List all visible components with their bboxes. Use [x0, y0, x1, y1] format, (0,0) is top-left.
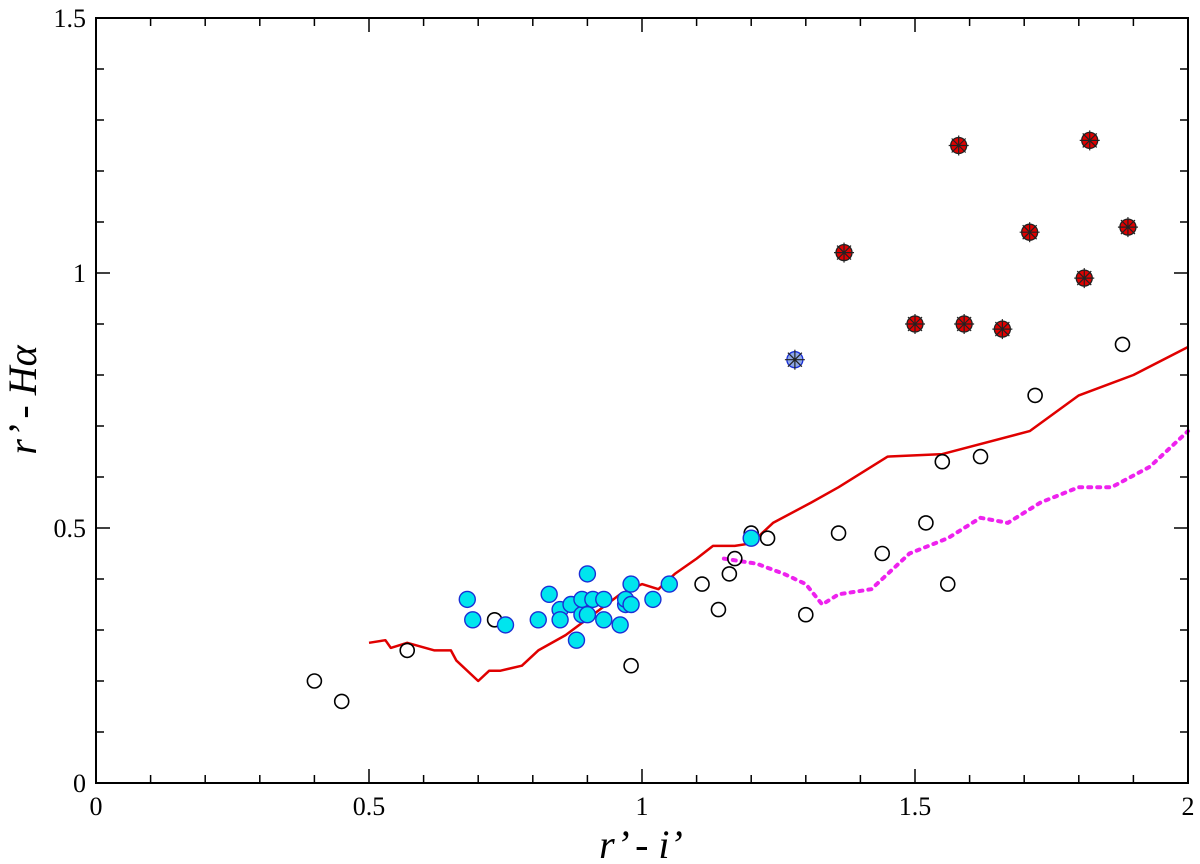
y-tick-label: 0.5	[54, 514, 87, 543]
cyan-circle-point	[458, 590, 476, 609]
cyan-circle-point	[540, 585, 558, 603]
blue-circle-star-group	[784, 349, 805, 370]
plot-area	[96, 18, 1188, 783]
solid-line-series	[368, 345, 1189, 683]
cyan-circle-point	[578, 565, 597, 583]
cyan-circle-point	[611, 616, 629, 634]
open-circle-point	[939, 576, 956, 592]
cyan-circle-point	[551, 611, 569, 629]
open-circle-point	[721, 566, 738, 582]
marker-cross-d2	[994, 321, 1010, 337]
red-star-point	[1019, 222, 1040, 243]
y-tick-label: 1.5	[54, 4, 87, 33]
open-circle-point	[918, 515, 934, 531]
marker-cross-d2	[1120, 219, 1136, 235]
x-tick-label: 2	[1182, 792, 1195, 821]
y-tick-label: 1	[73, 259, 86, 288]
cyan-circle-point	[578, 606, 597, 624]
blue-star-point	[784, 349, 805, 370]
cyan-circle-point	[660, 575, 678, 593]
x-axis-title: r’ - i’	[599, 822, 683, 864]
axes-layer: 0 0.5 1 1.5 2 0 0.5 1 1.5	[54, 4, 1195, 821]
marker-cross-d2	[1076, 270, 1092, 286]
marker-cross-d2	[1022, 224, 1038, 240]
open-circle-point	[830, 525, 847, 541]
series-layer	[306, 130, 1190, 710]
red-circle-star-group	[834, 130, 1138, 340]
red-star-point	[905, 314, 925, 334]
open-circle-point	[972, 448, 989, 465]
marker-cross-d2	[907, 316, 923, 332]
x-tick-label: 0	[90, 792, 103, 821]
open-circle-point	[710, 601, 727, 618]
x-tick-label: 1	[636, 792, 649, 821]
cyan-circle-point	[644, 590, 662, 609]
filled-cyan-circle-group	[458, 529, 760, 649]
plot-background	[96, 18, 1188, 783]
open-circle-point	[797, 606, 814, 623]
red-star-point	[1074, 268, 1095, 289]
marker-cross-d2	[951, 138, 967, 153]
red-star-point	[834, 242, 855, 263]
y-axis-title: r’ - Hα	[0, 344, 45, 454]
red-star-point	[948, 135, 969, 156]
open-circle-point	[727, 550, 743, 567]
y-tick-label: 0	[73, 769, 86, 798]
cyan-circle-point	[595, 590, 613, 609]
open-circle-point	[694, 576, 710, 592]
open-circle-point	[1027, 387, 1043, 404]
marker-cross-d2	[787, 352, 803, 368]
marker-cross-d2	[1082, 132, 1098, 148]
cyan-circle-point	[567, 631, 586, 649]
open-circle-point	[934, 453, 951, 470]
cyan-circle-point	[464, 611, 482, 629]
marker-cross-d2	[956, 316, 972, 332]
cyan-circle-point	[529, 611, 547, 629]
cyan-circle-point	[595, 611, 613, 629]
red-star-point	[1117, 217, 1138, 238]
red-star-point	[1079, 130, 1100, 151]
open-circle-group	[306, 336, 1131, 710]
red-star-point	[992, 319, 1013, 340]
open-circle-point	[874, 545, 891, 562]
cyan-circle-point	[622, 595, 640, 614]
open-circle-point	[623, 657, 639, 674]
dotted-line-series	[721, 429, 1190, 607]
x-tick-label: 0.5	[353, 792, 386, 821]
open-circle-point	[399, 642, 416, 659]
cyan-circle-point	[742, 529, 760, 547]
cyan-circle-point	[496, 616, 515, 634]
marker-cross-d2	[836, 245, 852, 261]
cyan-circle-point	[622, 575, 640, 593]
open-circle-point	[1114, 336, 1131, 353]
open-circle-point	[333, 693, 350, 710]
red-star-point	[954, 314, 975, 334]
open-circle-point	[759, 530, 776, 547]
open-circle-point	[306, 673, 323, 689]
x-tick-label: 1.5	[899, 792, 932, 821]
